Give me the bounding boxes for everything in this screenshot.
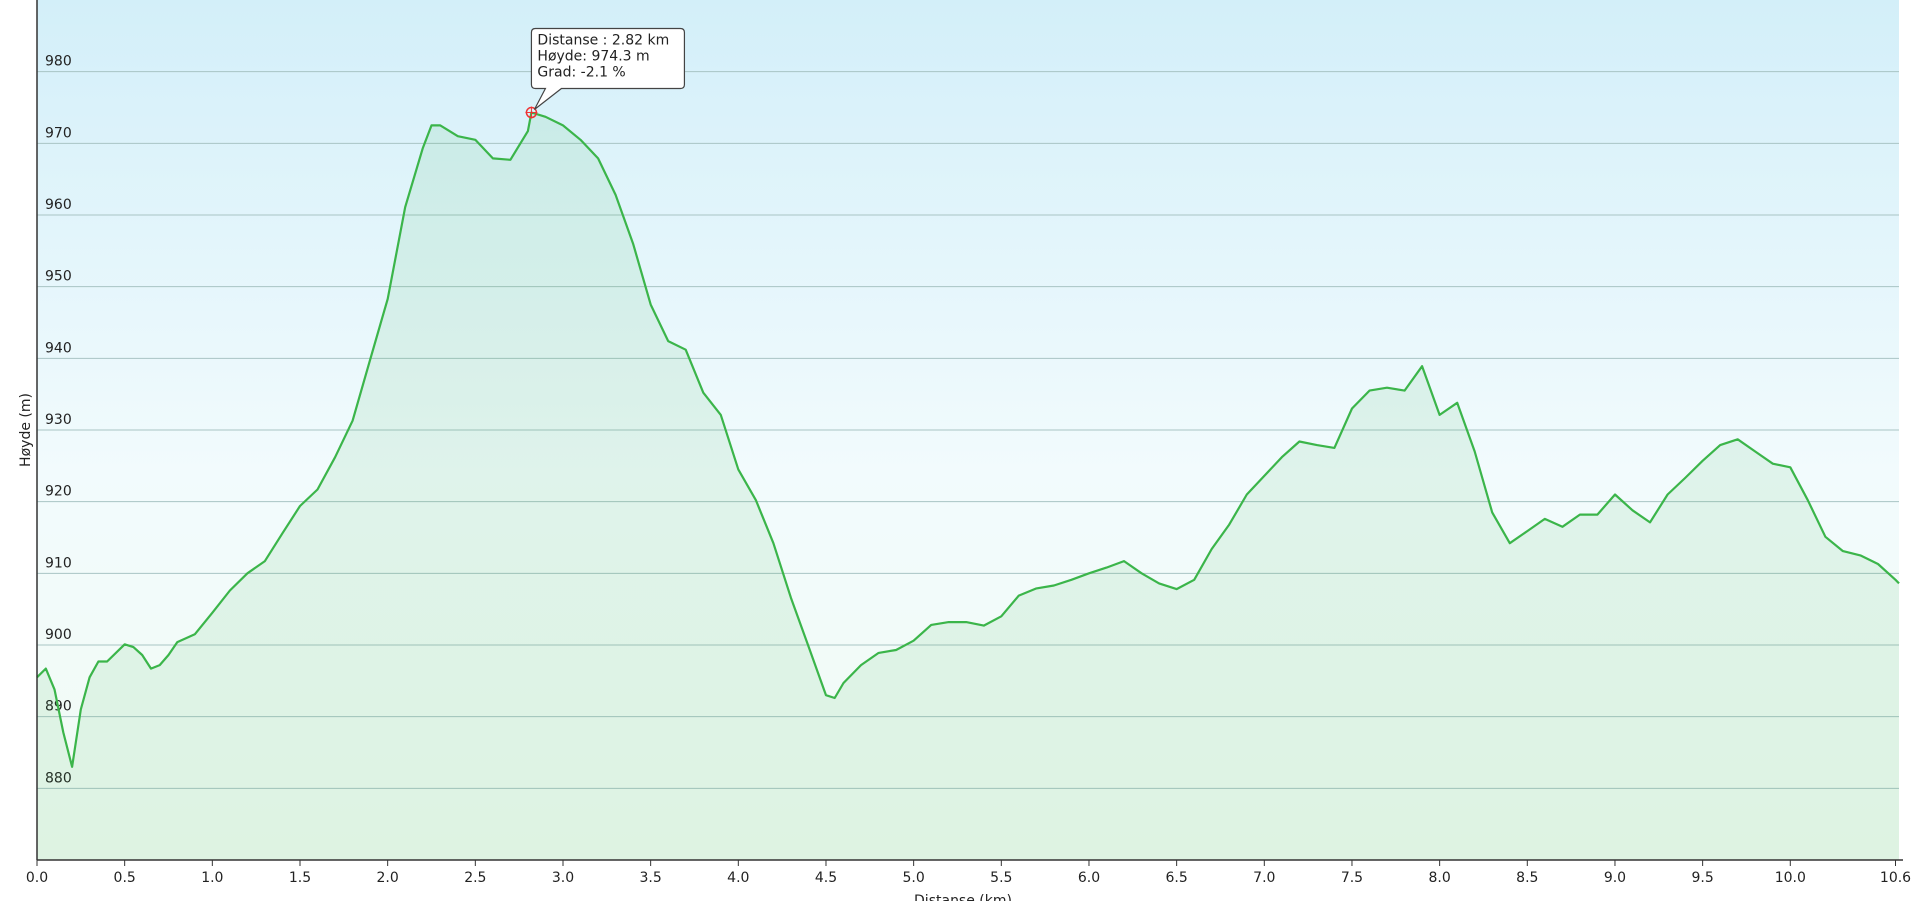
- elevation-line: [36, 111, 1900, 768]
- y-tick-label: 940: [45, 340, 72, 356]
- x-tick-label: 0.5: [114, 870, 136, 886]
- y-tick-label: 980: [45, 54, 72, 70]
- y-tick-label: 900: [45, 627, 72, 643]
- x-tick-label: 9.5: [1691, 870, 1713, 886]
- x-tick-label: 3.5: [640, 870, 662, 886]
- tooltip-line: Grad: -2.1 %: [537, 65, 625, 81]
- y-tick-label: 950: [45, 269, 72, 285]
- x-tick-label: 2.5: [464, 870, 486, 886]
- y-tick-label: 880: [45, 770, 72, 786]
- x-tick-label: 7.0: [1253, 870, 1275, 886]
- area-fill: [37, 112, 1899, 860]
- x-tick-label: 9.0: [1604, 870, 1626, 886]
- y-tick-label: 930: [45, 412, 72, 428]
- y-tick-label: 960: [45, 197, 72, 213]
- x-axis-label: Distanse (km): [914, 893, 1012, 901]
- y-tick-label: 970: [45, 125, 72, 141]
- x-tick-label: 5.0: [903, 870, 925, 886]
- x-tick-label: 4.5: [815, 870, 837, 886]
- y-tick-label: 910: [45, 555, 72, 571]
- x-tick-label: 2.0: [377, 870, 399, 886]
- x-tick-label: 1.5: [289, 870, 311, 886]
- tooltip-box: [530, 27, 686, 110]
- x-tick-label: 7.5: [1341, 870, 1363, 886]
- x-tick-label: 8.5: [1516, 870, 1538, 886]
- x-tick-label: 0.0: [26, 870, 48, 886]
- y-axis-label: Høyde (m): [18, 393, 34, 467]
- x-tick-label: 6.5: [1166, 870, 1188, 886]
- x-tick-label: 4.0: [727, 870, 749, 886]
- x-tick-label: 6.0: [1078, 870, 1100, 886]
- x-tick-label: 5.5: [990, 870, 1012, 886]
- x-tick-label: 8.0: [1429, 870, 1451, 886]
- y-tick-label: 920: [45, 484, 72, 500]
- tooltip-line: Distanse : 2.82 km: [537, 33, 669, 49]
- x-tick-label: 10.6: [1880, 870, 1911, 886]
- x-tick-label: 1.0: [201, 870, 223, 886]
- x-tick-label: 3.0: [552, 870, 574, 886]
- tooltip-line: Høyde: 974.3 m: [537, 49, 649, 65]
- x-tick-label: 10.0: [1775, 870, 1806, 886]
